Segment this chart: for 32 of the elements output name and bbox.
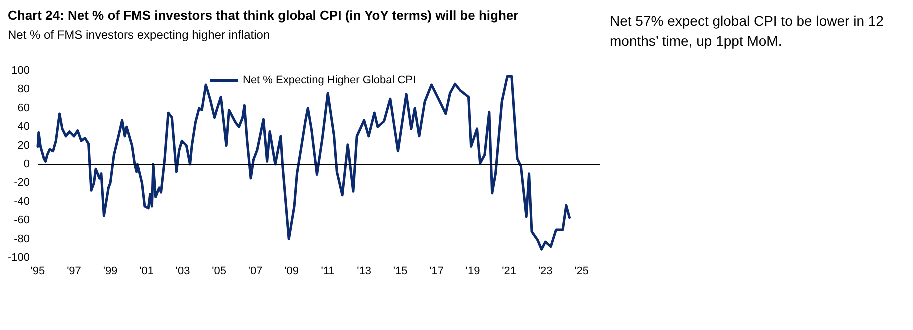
x-tick-label: '99 [103,266,118,278]
y-tick-label: 40 [18,121,30,134]
x-tick-label: '95 [30,266,46,278]
y-tick-label: -20 [14,177,30,190]
x-tick-label: '97 [67,266,82,278]
x-tick-label: '05 [212,266,226,278]
x-tick-label: '15 [393,266,408,278]
y-tick-label: 100 [12,65,30,77]
x-tick-label: '13 [357,266,372,278]
text: Net 57% expect global CPI to be lower in 12 months’ time, up 1ppt MoM. [610,13,888,49]
x-tick-label: '11 [321,266,335,278]
x-tick-label: '03 [176,266,190,278]
legend-label: Net % Expecting Higher Global CPI [243,74,416,86]
y-tick-label: -80 [14,233,30,246]
y-tick-label: 20 [18,140,30,152]
x-tick-label: '23 [538,266,553,278]
chart-subtitle: Net % of FMS investors expecting higher inflation [8,28,270,42]
y-tick-label: 60 [18,102,30,114]
y-tick-label: 0 [24,158,30,170]
y-tick-label: -40 [14,196,30,208]
x-tick-label: '21 [502,266,517,278]
x-tick-label: '07 [248,266,263,278]
x-tick-label: '25 [574,266,590,278]
y-tick-label: 80 [18,84,30,96]
x-tick-label: '09 [284,266,299,278]
x-tick-label: '19 [466,266,480,278]
y-tick-label: -100 [8,252,30,264]
chart-title: Chart 24: Net % of FMS investors that think global CPI (in YoY terms) will be higher [8,8,519,23]
y-tick-label: -60 [14,214,30,227]
line-series [36,75,571,251]
x-tick-label: '17 [430,266,444,278]
x-tick-label: '01 [140,266,154,278]
